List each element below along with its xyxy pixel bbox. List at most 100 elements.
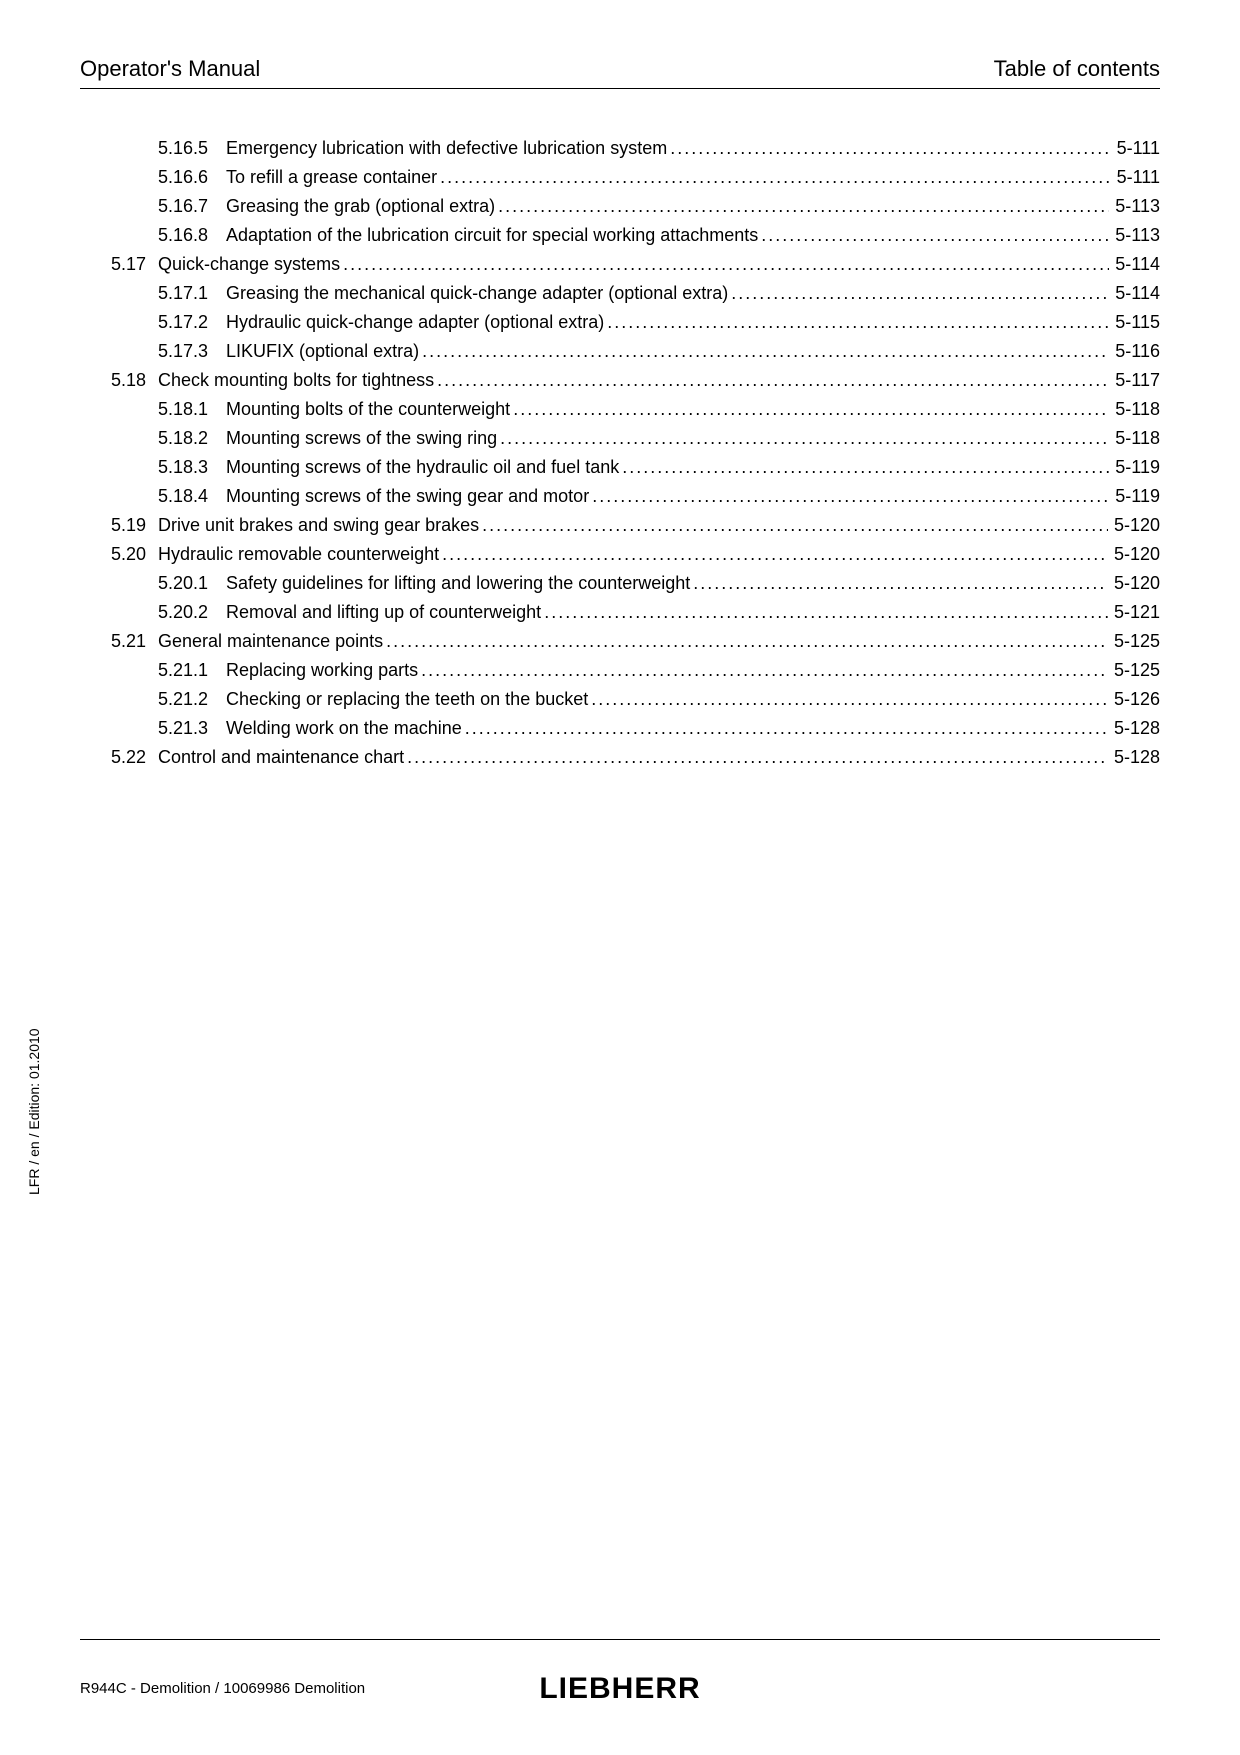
- toc-subsection-number: 5.21.2: [158, 686, 226, 713]
- toc-subsection-number: 5.20.2: [158, 599, 226, 626]
- toc-leader-dots: ........................................…: [510, 396, 1109, 423]
- toc-row: 5.20Hydraulic removable counterweight...…: [80, 541, 1160, 568]
- toc-section-number: 5.20: [80, 541, 158, 568]
- toc-leader-dots: ........................................…: [419, 338, 1109, 365]
- toc-row: 5.18.2Mounting screws of the swing ring.…: [80, 425, 1160, 452]
- toc-leader-dots: ........................................…: [690, 570, 1108, 597]
- toc-leader-dots: ........................................…: [541, 599, 1108, 626]
- footer-rule: [80, 1639, 1160, 1640]
- toc-subsection-number: 5.21.1: [158, 657, 226, 684]
- toc-row: 5.18.1Mounting bolts of the counterweigh…: [80, 396, 1160, 423]
- toc-page-number: 5-116: [1109, 338, 1160, 365]
- toc-leader-dots: ........................................…: [619, 454, 1109, 481]
- table-of-contents: 5.16.5Emergency lubrication with defecti…: [80, 135, 1160, 771]
- toc-row: 5.21.2Checking or replacing the teeth on…: [80, 686, 1160, 713]
- toc-page-number: 5-119: [1109, 454, 1160, 481]
- toc-row: 5.22Control and maintenance chart.......…: [80, 744, 1160, 771]
- toc-leader-dots: ........................................…: [340, 251, 1109, 278]
- toc-page-number: 5-113: [1109, 222, 1160, 249]
- toc-page-number: 5-111: [1111, 164, 1160, 191]
- toc-row: 5.21General maintenance points..........…: [80, 628, 1160, 655]
- toc-page-number: 5-118: [1109, 425, 1160, 452]
- toc-leader-dots: ........................................…: [437, 164, 1111, 191]
- toc-leader-dots: ........................................…: [589, 483, 1109, 510]
- toc-leader-dots: ........................................…: [404, 744, 1108, 771]
- toc-title: Mounting screws of the swing gear and mo…: [226, 483, 589, 510]
- toc-subsection-number: 5.18.1: [158, 396, 226, 423]
- toc-row: 5.16.7Greasing the grab (optional extra)…: [80, 193, 1160, 220]
- toc-row: 5.16.6To refill a grease container......…: [80, 164, 1160, 191]
- page-header: Operator's Manual Table of contents: [80, 56, 1160, 89]
- toc-title: Welding work on the machine: [226, 715, 462, 742]
- toc-row: 5.16.5Emergency lubrication with defecti…: [80, 135, 1160, 162]
- toc-subsection-number: 5.18.3: [158, 454, 226, 481]
- toc-page-number: 5-117: [1109, 367, 1160, 394]
- toc-title: Drive unit brakes and swing gear brakes: [158, 512, 479, 539]
- toc-section-number: 5.18: [80, 367, 158, 394]
- toc-row: 5.17.2Hydraulic quick-change adapter (op…: [80, 309, 1160, 336]
- toc-subsection-number: 5.16.5: [158, 135, 226, 162]
- toc-page-number: 5-128: [1108, 744, 1160, 771]
- brand-logo: LIEBHERR: [539, 1672, 700, 1706]
- toc-subsection-number: 5.17.1: [158, 280, 226, 307]
- toc-page-number: 5-114: [1109, 280, 1160, 307]
- toc-row: 5.18.3Mounting screws of the hydraulic o…: [80, 454, 1160, 481]
- toc-title: Quick-change systems: [158, 251, 340, 278]
- toc-leader-dots: ........................................…: [418, 657, 1108, 684]
- toc-title: Mounting screws of the swing ring: [226, 425, 497, 452]
- toc-title: Removal and lifting up of counterweight: [226, 599, 541, 626]
- toc-title: Control and maintenance chart: [158, 744, 404, 771]
- toc-subsection-number: 5.17.2: [158, 309, 226, 336]
- toc-section-number: 5.22: [80, 744, 158, 771]
- toc-leader-dots: ........................................…: [439, 541, 1108, 568]
- toc-title: Checking or replacing the teeth on the b…: [226, 686, 588, 713]
- toc-page-number: 5-113: [1109, 193, 1160, 220]
- toc-leader-dots: ........................................…: [728, 280, 1109, 307]
- toc-title: Greasing the mechanical quick-change ada…: [226, 280, 728, 307]
- toc-page-number: 5-125: [1108, 628, 1160, 655]
- toc-title: Hydraulic removable counterweight: [158, 541, 439, 568]
- toc-row: 5.18Check mounting bolts for tightness..…: [80, 367, 1160, 394]
- toc-section-number: 5.19: [80, 512, 158, 539]
- toc-row: 5.19Drive unit brakes and swing gear bra…: [80, 512, 1160, 539]
- toc-title: General maintenance points: [158, 628, 383, 655]
- toc-page-number: 5-118: [1109, 396, 1160, 423]
- toc-leader-dots: ........................................…: [383, 628, 1108, 655]
- toc-leader-dots: ........................................…: [495, 193, 1109, 220]
- header-right: Table of contents: [994, 56, 1160, 82]
- toc-leader-dots: ........................................…: [667, 135, 1110, 162]
- toc-leader-dots: ........................................…: [758, 222, 1109, 249]
- toc-title: Adaptation of the lubrication circuit fo…: [226, 222, 758, 249]
- toc-leader-dots: ........................................…: [604, 309, 1109, 336]
- toc-row: 5.18.4Mounting screws of the swing gear …: [80, 483, 1160, 510]
- toc-leader-dots: ........................................…: [479, 512, 1108, 539]
- toc-row: 5.21.3Welding work on the machine.......…: [80, 715, 1160, 742]
- toc-row: 5.21.1Replacing working parts...........…: [80, 657, 1160, 684]
- page-footer: R944C - Demolition / 10069986 Demolition…: [80, 1680, 1160, 1697]
- document-page: Operator's Manual Table of contents 5.16…: [0, 0, 1240, 1755]
- toc-page-number: 5-128: [1108, 715, 1160, 742]
- toc-subsection-number: 5.16.8: [158, 222, 226, 249]
- toc-subsection-number: 5.18.4: [158, 483, 226, 510]
- toc-title: Mounting bolts of the counterweight: [226, 396, 510, 423]
- toc-page-number: 5-120: [1108, 512, 1160, 539]
- toc-page-number: 5-111: [1111, 135, 1160, 162]
- toc-subsection-number: 5.16.7: [158, 193, 226, 220]
- toc-leader-dots: ........................................…: [497, 425, 1109, 452]
- toc-title: Greasing the grab (optional extra): [226, 193, 495, 220]
- toc-subsection-number: 5.17.3: [158, 338, 226, 365]
- toc-row: 5.20.1Safety guidelines for lifting and …: [80, 570, 1160, 597]
- toc-title: Safety guidelines for lifting and loweri…: [226, 570, 690, 597]
- toc-page-number: 5-120: [1108, 570, 1160, 597]
- toc-page-number: 5-125: [1108, 657, 1160, 684]
- toc-title: Check mounting bolts for tightness: [158, 367, 434, 394]
- toc-section-number: 5.17: [80, 251, 158, 278]
- toc-title: Hydraulic quick-change adapter (optional…: [226, 309, 604, 336]
- toc-section-number: 5.21: [80, 628, 158, 655]
- toc-row: 5.16.8Adaptation of the lubrication circ…: [80, 222, 1160, 249]
- toc-subsection-number: 5.18.2: [158, 425, 226, 452]
- toc-title: LIKUFIX (optional extra): [226, 338, 419, 365]
- toc-page-number: 5-120: [1108, 541, 1160, 568]
- toc-row: 5.17.1Greasing the mechanical quick-chan…: [80, 280, 1160, 307]
- toc-title: Replacing working parts: [226, 657, 418, 684]
